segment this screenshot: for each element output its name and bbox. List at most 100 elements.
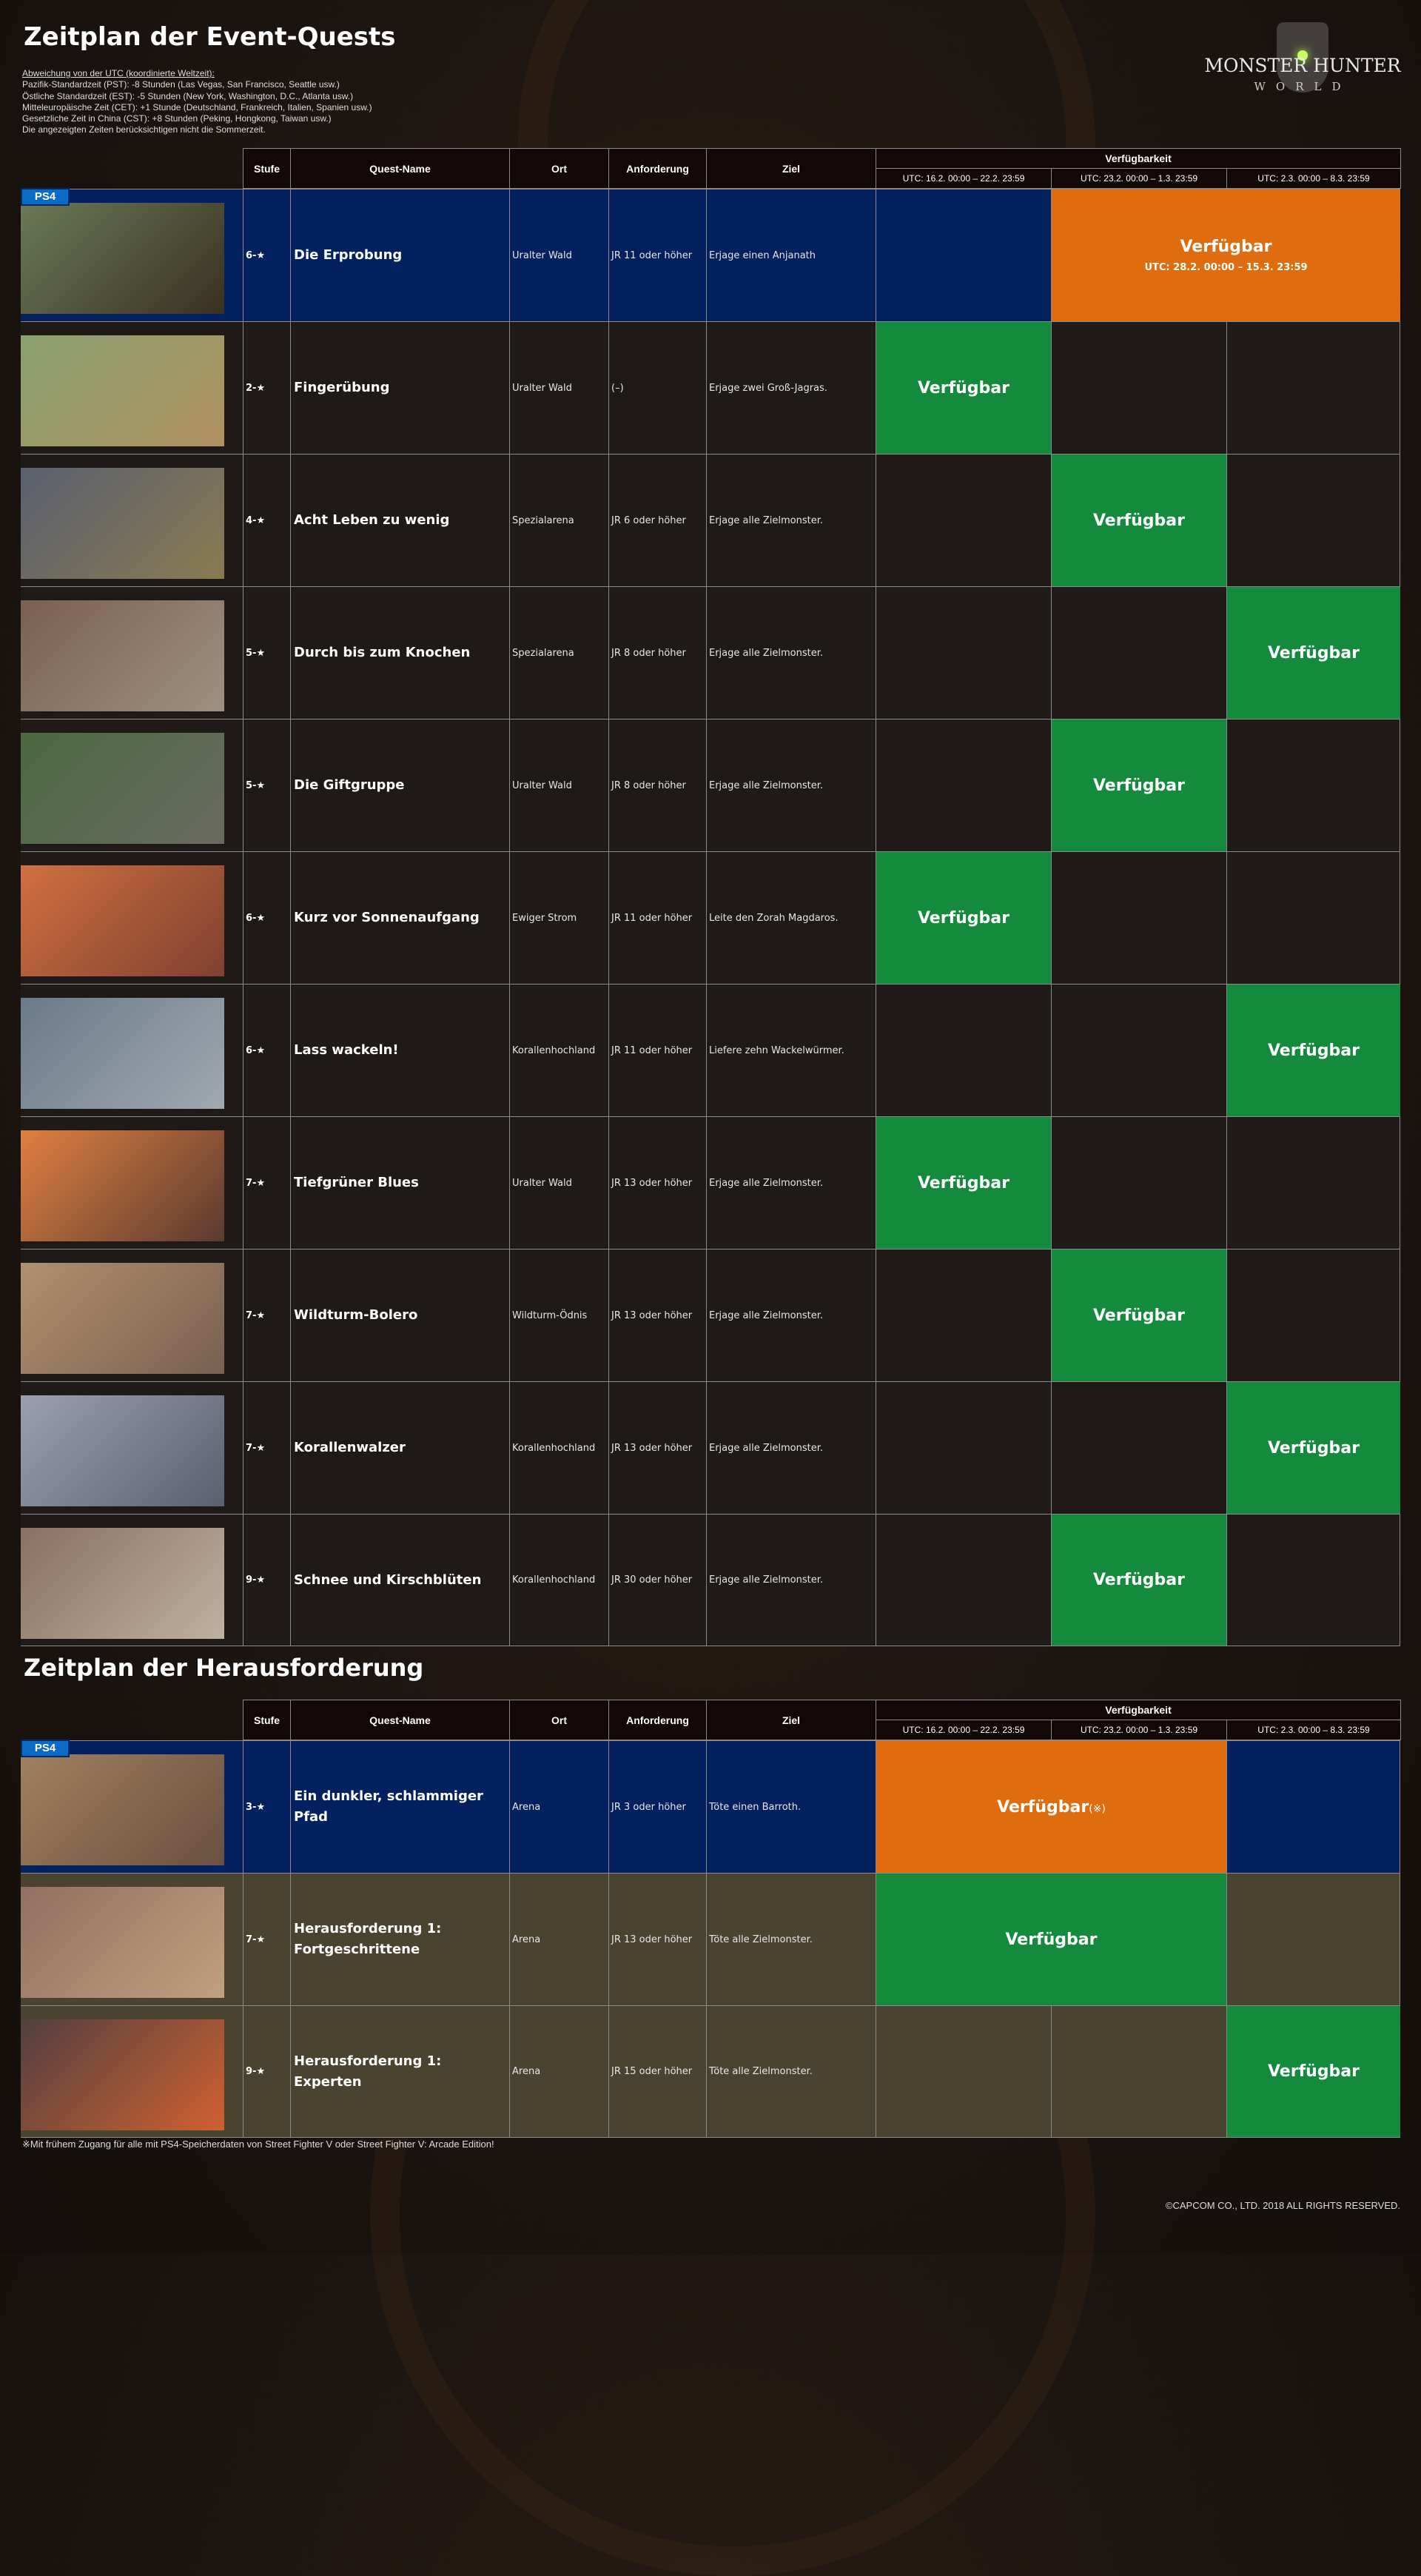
availability-label: Verfügbar bbox=[1005, 1931, 1097, 1949]
column-header-period: UTC: 16.2. 00:00 – 22.2. 23:59 bbox=[876, 168, 1052, 189]
quest-name: Ein dunkler, schlammiger Pfad bbox=[290, 1741, 509, 1873]
logo-gem-icon bbox=[1297, 50, 1308, 61]
quest-rank: 3-★ bbox=[243, 1741, 290, 1873]
quest-requirement: JR 11 oder höher bbox=[608, 852, 706, 984]
quest-objective: Leite den Zorah Magdaros. bbox=[706, 852, 876, 984]
quest-name: Tiefgrüner Blues bbox=[290, 1117, 509, 1249]
availability-badge: Verfügbar(※) bbox=[876, 1741, 1226, 1873]
quest-thumbnail bbox=[21, 1528, 224, 1639]
availability-text: Verfügbar bbox=[1267, 643, 1360, 663]
quest-objective: Töte alle Zielmonster. bbox=[706, 2006, 876, 2137]
period-cell-empty bbox=[1226, 1117, 1401, 1249]
quest-row: PS4 6-★ Die Erprobung Uralter Wald JR 11 ode… bbox=[21, 188, 1400, 321]
availability-text: Verfügbar bbox=[997, 1797, 1089, 1817]
period-cell-empty bbox=[1226, 1515, 1401, 1646]
quest-row: 7-★ Herausforderung 1: Fortgeschrittene Ar… bbox=[21, 1873, 1400, 2005]
period-cell-empty bbox=[876, 1382, 1052, 1514]
quest-name: Herausforderung 1: Experten bbox=[290, 2006, 509, 2137]
quest-name: Acht Leben zu wenig bbox=[290, 455, 509, 586]
quest-rank: 6-★ bbox=[243, 852, 290, 984]
period-cell-empty bbox=[1051, 852, 1227, 984]
availability-label: Verfügbar bbox=[1268, 2062, 1360, 2081]
availability-text: Verfügbar bbox=[1092, 1306, 1186, 1325]
availability-text: Verfügbar bbox=[1092, 776, 1186, 795]
quest-rank: 5-★ bbox=[243, 720, 290, 851]
quest-name: Lass wackeln! bbox=[290, 985, 509, 1116]
period-cell-empty bbox=[1226, 720, 1401, 851]
quest-row: PS4 3-★ Ein dunkler, schlammiger Pfad Arena… bbox=[21, 1740, 1400, 1873]
quest-requirement: JR 11 oder höher bbox=[608, 985, 706, 1116]
quest-requirement: JR 30 oder höher bbox=[608, 1515, 706, 1646]
quest-name: Die Erprobung bbox=[290, 189, 509, 321]
quest-name: Die Giftgruppe bbox=[290, 720, 509, 851]
quest-location: Uralter Wald bbox=[509, 720, 608, 851]
quest-requirement: JR 13 oder höher bbox=[608, 1117, 706, 1249]
quest-rank: 7-★ bbox=[243, 1874, 290, 2005]
availability-badge: Verfügbar bbox=[1051, 720, 1226, 851]
quest-location: Spezialarena bbox=[509, 455, 608, 586]
quest-row: 9-★ Schnee und Kirschblüten Korallenhochla… bbox=[21, 1514, 1400, 1646]
quest-rank: 6-★ bbox=[243, 985, 290, 1116]
quest-objective: Erjage alle Zielmonster. bbox=[706, 1250, 876, 1381]
quest-rank: 9-★ bbox=[243, 2006, 290, 2137]
availability-badge: Verfügbar bbox=[876, 322, 1051, 454]
column-header-availability: Verfügbarkeit bbox=[876, 148, 1401, 169]
availability-label: Verfügbar bbox=[918, 1174, 1010, 1193]
availability-label: Verfügbar bbox=[918, 909, 1010, 928]
quest-requirement: JR 15 oder höher bbox=[608, 2006, 706, 2137]
availability-badge: Verfügbar bbox=[1051, 1515, 1226, 1646]
column-header-anforderung: Anforderung bbox=[608, 148, 707, 189]
period-cell-empty bbox=[1226, 455, 1401, 586]
quest-thumbnail bbox=[21, 335, 224, 446]
quest-requirement: JR 13 oder höher bbox=[608, 1874, 706, 2005]
availability-badge: Verfügbar bbox=[1226, 1382, 1400, 1514]
availability-label: Verfügbar bbox=[1268, 1439, 1360, 1458]
availability-badge: Verfügbar bbox=[1226, 2006, 1400, 2137]
availability-badge: Verfügbar UTC: 28.2. 00:00 – 15.3. 23:59 bbox=[1051, 189, 1400, 321]
quest-location: Korallenhochland bbox=[509, 1382, 608, 1514]
ps4-badge: PS4 bbox=[21, 1740, 70, 1757]
column-header-period: UTC: 2.3. 00:00 – 8.3. 23:59 bbox=[1226, 1720, 1401, 1740]
logo-subtext: WORLD bbox=[1254, 80, 1351, 93]
period-cell-empty bbox=[1226, 1250, 1401, 1381]
quest-name: Schnee und Kirschblüten bbox=[290, 1515, 509, 1646]
quest-location: Korallenhochland bbox=[509, 1515, 608, 1646]
period-cell-empty bbox=[1226, 1741, 1401, 1873]
quest-name: Durch bis zum Knochen bbox=[290, 587, 509, 719]
availability-label: Verfügbar bbox=[1093, 1571, 1185, 1589]
availability-label: Verfügbar bbox=[1093, 1307, 1185, 1325]
availability-badge: Verfügbar bbox=[876, 1874, 1226, 2005]
period-cell-empty bbox=[1226, 852, 1401, 984]
footnote-mark: (※) bbox=[1089, 1802, 1106, 1815]
quest-thumbnail bbox=[21, 1887, 224, 1998]
period-cell-empty bbox=[1051, 322, 1227, 454]
quest-location: Spezialarena bbox=[509, 587, 608, 719]
column-header-period: UTC: 23.2. 00:00 – 1.3. 23:59 bbox=[1051, 1720, 1227, 1740]
monster-hunter-world-logo: MONSTER HUNTER WORLD bbox=[1192, 22, 1414, 96]
quest-location: Ewiger Strom bbox=[509, 852, 608, 984]
quest-location: Uralter Wald bbox=[509, 322, 608, 454]
availability-text: Verfügbar bbox=[1092, 511, 1186, 530]
quest-requirement: JR 8 oder höher bbox=[608, 720, 706, 851]
challenge-title: Zeitplan der Herausforderung bbox=[24, 1654, 424, 1682]
quest-thumbnail bbox=[21, 733, 224, 844]
availability-text: Verfügbar bbox=[917, 908, 1010, 928]
quest-rank: 9-★ bbox=[243, 1515, 290, 1646]
quest-location: Uralter Wald bbox=[509, 1117, 608, 1249]
period-cell-empty bbox=[1051, 1382, 1227, 1514]
quest-objective: Erjage alle Zielmonster. bbox=[706, 720, 876, 851]
quest-row: 4-★ Acht Leben zu wenig Spezialarena JR 6 o… bbox=[21, 454, 1400, 586]
quest-requirement: JR 6 oder höher bbox=[608, 455, 706, 586]
quest-name: Wildturm-Bolero bbox=[290, 1250, 509, 1381]
quest-requirement: (–) bbox=[608, 322, 706, 454]
quest-requirement: JR 3 oder höher bbox=[608, 1741, 706, 1873]
quest-row: 7-★ Wildturm-Bolero Wildturm-Ödnis JR 13 od… bbox=[21, 1249, 1400, 1381]
quest-row: 9-★ Herausforderung 1: Experten Arena JR 15… bbox=[21, 2005, 1400, 2138]
availability-label: Verfügbar bbox=[1093, 511, 1185, 530]
column-header-stufe: Stufe bbox=[243, 1700, 291, 1740]
availability-label: Verfügbar bbox=[1093, 777, 1185, 795]
period-cell-empty bbox=[876, 2006, 1052, 2137]
note-line: Östliche Standardzeit (EST): -5 Stunden … bbox=[22, 90, 354, 101]
quest-location: Wildturm-Ödnis bbox=[509, 1250, 608, 1381]
quest-requirement: JR 11 oder höher bbox=[608, 189, 706, 321]
